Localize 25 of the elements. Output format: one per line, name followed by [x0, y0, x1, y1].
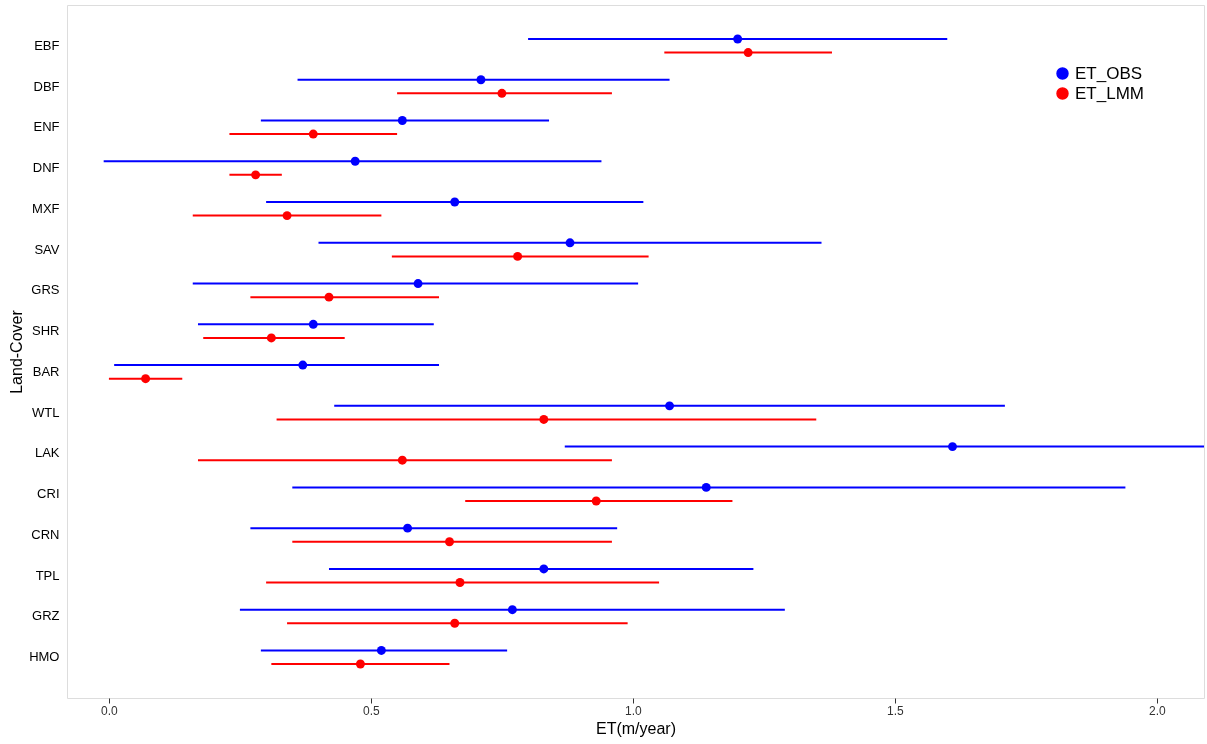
y-tick-label: LAK: [34, 445, 60, 461]
x-tick-label: 2.0: [1149, 703, 1167, 718]
y-tick-label: CRI: [37, 486, 60, 502]
legend-label: ET_OBS: [1075, 63, 1143, 83]
y-tick-label: SHR: [32, 323, 60, 339]
y-tick-label: WTL: [32, 404, 60, 420]
y-tick-label: DNF: [32, 160, 60, 176]
x-tick-label: 1.0: [625, 703, 643, 718]
y-tick-label: SAV: [34, 241, 60, 257]
y-tick-label: GRZ: [32, 608, 60, 624]
y-tick-label: DBF: [33, 78, 60, 94]
y-tick-label: HMO: [29, 649, 60, 665]
y-axis-title: Land-Cover: [8, 309, 26, 394]
x-tick-label: 1.5: [887, 703, 905, 718]
y-tick-label: BAR: [32, 363, 60, 379]
x-axis-title: ET(m/year): [596, 719, 676, 737]
x-tick-label: 0.5: [363, 703, 381, 718]
y-tick-label: EBF: [34, 37, 60, 53]
y-tick-label: ENF: [33, 119, 60, 135]
y-tick-label: TPL: [35, 567, 60, 583]
y-tick-label: MXF: [32, 200, 60, 216]
legend-label: ET_LMM: [1075, 83, 1144, 103]
y-tick-label: GRS: [31, 282, 60, 298]
y-tick-label: CRN: [31, 526, 60, 542]
x-tick-label: 0.0: [101, 703, 119, 718]
